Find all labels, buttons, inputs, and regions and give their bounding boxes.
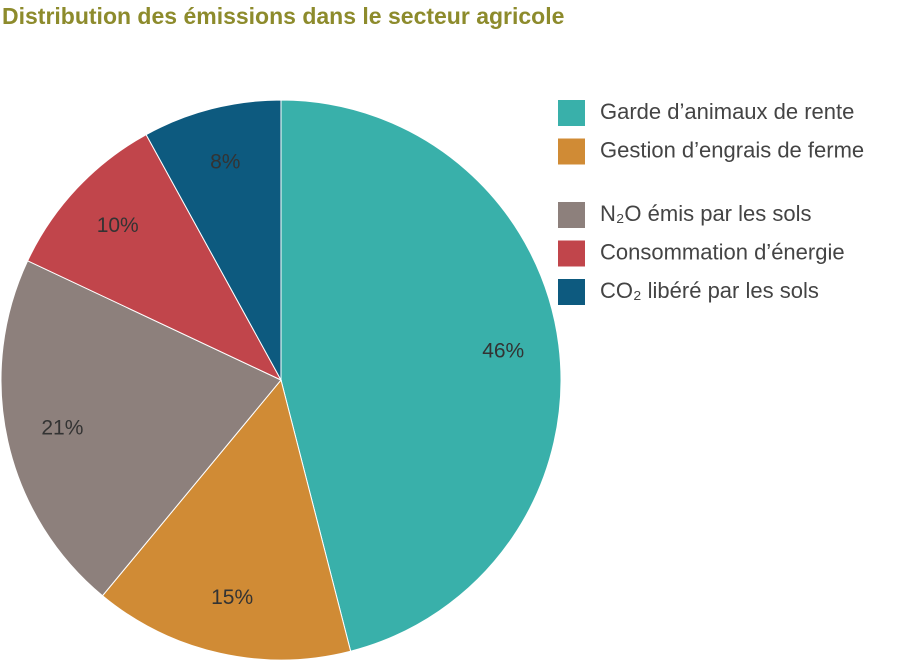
legend-label: Garde d’animaux de rente [600,99,854,124]
data-label: 8% [210,151,240,174]
data-label: 15% [211,586,253,609]
legend-label: Consommation d’énergie [600,239,845,264]
legend-swatch [558,138,585,165]
data-label: 21% [41,416,83,439]
chart-title: Distribution des émissions dans le secte… [2,3,564,29]
legend-label: CO₂ libéré par les sols [600,278,819,303]
pie-slice [101,378,352,660]
pie-slice [145,99,282,381]
data-label: 10% [97,214,139,237]
legend-swatch [558,202,585,228]
pie-slice [280,99,562,652]
pie-slice [26,133,283,382]
pie-slice [0,260,282,597]
data-label: 46% [482,339,524,362]
legend-label: Gestion d’engrais de ferme [600,137,864,162]
legend-label: N₂O émis par les sols [600,201,811,226]
legend-swatch [558,100,585,126]
legend-swatch [558,279,585,305]
legend-swatch [558,240,585,267]
